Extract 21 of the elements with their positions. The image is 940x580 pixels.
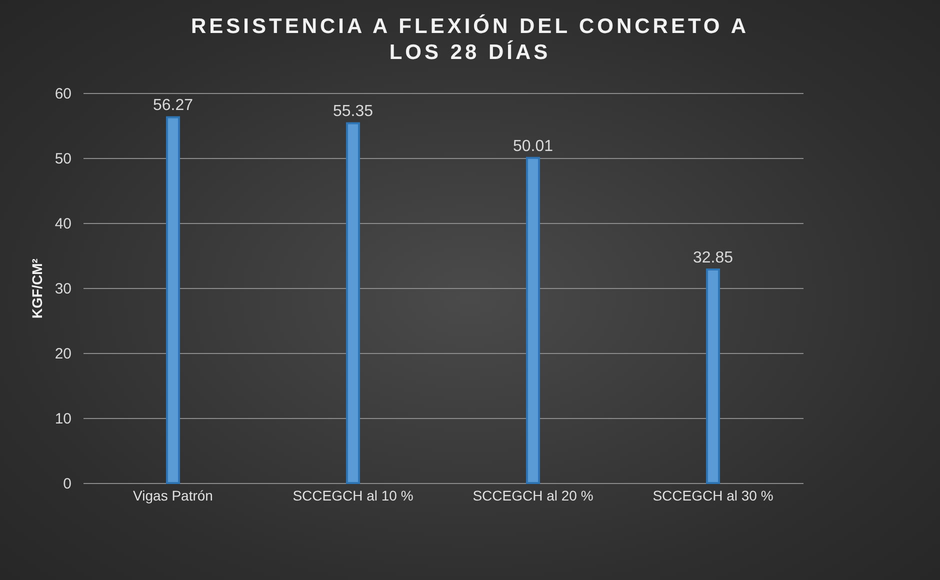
y-tick-label: 30 [54,280,72,298]
y-tick-label: 10 [54,410,72,428]
x-tick-label: SCCEGCH al 20 % [472,488,594,504]
bar [526,156,540,484]
data-label: 32.85 [692,249,734,266]
data-label: 55.35 [332,103,374,120]
y-tick-label: 20 [54,346,72,362]
x-tick-label: Vigas Patrón [133,488,213,504]
chart-title: RESISTENCIA A FLEXIÓN DEL CONCRETO A LOS 28 DÍAS [190,14,750,66]
y-tick-label: 40 [54,216,72,232]
bar [706,268,720,484]
bar [166,116,180,484]
data-label: 56.27 [152,97,194,114]
x-tick-label: SCCEGCH al 30 % [652,488,774,504]
y-tick-label: 60 [54,86,72,102]
bar [346,122,360,484]
y-axis-title: KGF/CM² [28,258,45,318]
data-label: 50.01 [512,138,554,155]
x-tick-label: SCCEGCH al 10 % [292,488,414,504]
y-tick-label: 50 [54,150,72,168]
y-tick-label: 0 [63,476,72,492]
